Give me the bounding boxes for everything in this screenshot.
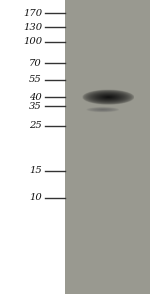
Text: 100: 100: [23, 37, 42, 46]
Bar: [0, 0, 65, 294]
Text: 10: 10: [29, 193, 42, 202]
Text: 25: 25: [29, 121, 42, 130]
Text: 40: 40: [29, 93, 42, 101]
Text: 170: 170: [23, 9, 42, 18]
Text: 70: 70: [29, 59, 42, 68]
Text: 130: 130: [23, 23, 42, 31]
Text: 55: 55: [29, 76, 42, 84]
Bar: [65, 0, 150, 294]
Text: 15: 15: [29, 166, 42, 175]
Text: 35: 35: [29, 102, 42, 111]
